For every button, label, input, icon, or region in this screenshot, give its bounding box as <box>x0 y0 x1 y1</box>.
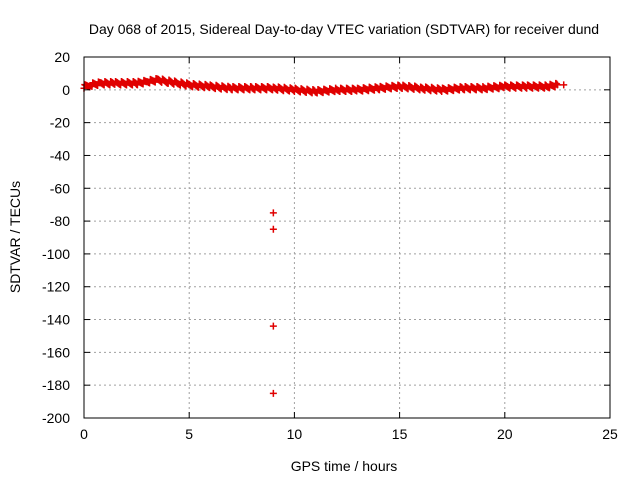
data-point <box>560 81 568 89</box>
x-axis-label: GPS time / hours <box>291 458 398 474</box>
axis-ticks: 0 5 10 15 20 25 20 0 -20 -40 -60 -80 -100 -120 -140 -16… <box>42 49 618 442</box>
data-point <box>553 81 561 89</box>
x-tick-label: 20 <box>497 426 513 442</box>
y-tick-label: -180 <box>42 377 70 393</box>
x-tick-label: 0 <box>80 426 88 442</box>
y-tick-label: -140 <box>42 312 70 328</box>
y-tick-label: 0 <box>62 82 70 98</box>
x-tick-label: 25 <box>602 426 618 442</box>
y-tick-label: -160 <box>42 344 70 360</box>
data-point <box>553 80 561 88</box>
chart-title: Day 068 of 2015, Sidereal Day-to-day VTE… <box>89 21 599 37</box>
data-point <box>269 225 277 233</box>
y-tick-label: -100 <box>42 246 70 262</box>
data-point <box>269 322 277 330</box>
x-tick-label: 5 <box>185 426 193 442</box>
grid-lines <box>84 57 610 418</box>
x-tick-label: 10 <box>287 426 303 442</box>
data-points <box>80 75 568 397</box>
y-tick-label: -20 <box>50 115 70 131</box>
data-point <box>269 209 277 217</box>
y-tick-label: -80 <box>50 213 70 229</box>
x-tick-label: 15 <box>392 426 408 442</box>
y-tick-label: -60 <box>50 180 70 196</box>
y-tick-label: -200 <box>42 410 70 426</box>
plot-frame <box>83 56 611 419</box>
data-point <box>269 389 277 397</box>
y-axis-label: SDTVAR / TECUs <box>7 181 23 293</box>
y-tick-label: 20 <box>54 49 70 65</box>
y-tick-label: -120 <box>42 279 70 295</box>
y-tick-label: -40 <box>50 147 70 163</box>
